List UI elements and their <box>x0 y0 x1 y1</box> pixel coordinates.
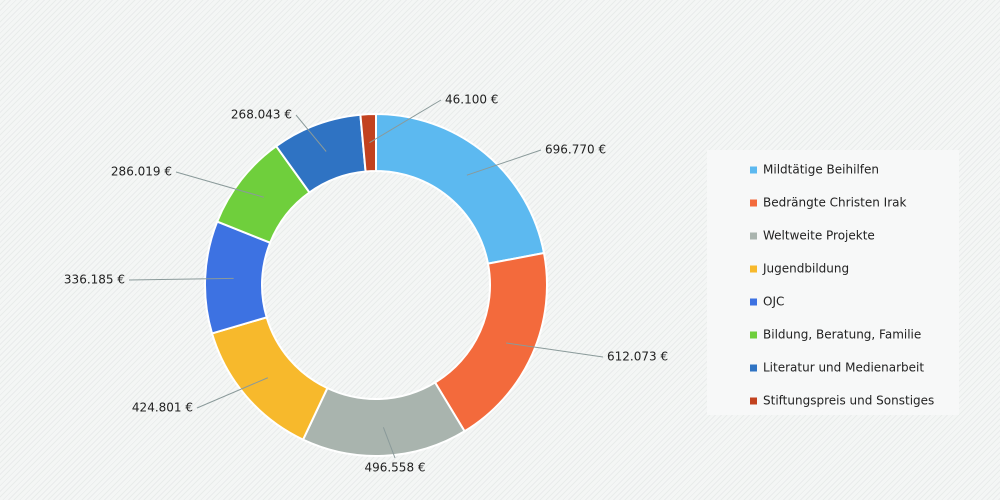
legend-marker <box>750 397 757 405</box>
donut-segment <box>359 112 377 173</box>
legend-marker <box>750 364 757 372</box>
data-label: 424.801 € <box>132 401 193 415</box>
data-label: 286.019 € <box>111 165 172 179</box>
donut-segment <box>210 316 329 441</box>
leader-line <box>369 99 442 144</box>
legend-marker <box>750 331 757 339</box>
legend-label: Bedrängte Christen Irak <box>763 196 906 210</box>
leader-line <box>506 342 604 358</box>
legend-marker <box>750 199 757 207</box>
legend-box <box>707 150 959 415</box>
donut-segment <box>375 112 546 265</box>
legend-label: Mildtätige Beihilfen <box>763 163 879 177</box>
legend-marker <box>750 166 757 174</box>
donut-segment <box>433 251 548 433</box>
legend-label: Literatur und Medienarbeit <box>763 361 924 375</box>
leader-line <box>382 427 396 459</box>
leader-line <box>466 149 542 176</box>
data-label: 696.770 € <box>545 143 606 157</box>
legend-label: OJC <box>763 295 784 309</box>
data-label: 612.073 € <box>607 350 668 364</box>
legend-marker <box>750 232 757 240</box>
data-label: 268.043 € <box>231 108 292 122</box>
legend-marker <box>750 298 757 306</box>
legend-label: Weltweite Projekte <box>763 229 875 243</box>
leader-line <box>128 277 234 281</box>
data-label: 336.185 € <box>64 273 125 287</box>
legend-label: Bildung, Beratung, Familie <box>763 328 921 342</box>
leader-line <box>196 377 268 409</box>
data-label: 46.100 € <box>445 93 498 107</box>
legend-marker <box>750 265 757 273</box>
legend-label: Stiftungspreis und Sonstiges <box>763 394 934 408</box>
data-label: 496.558 € <box>364 461 425 475</box>
legend-label: Jugendbildung <box>762 262 849 276</box>
leader-line <box>175 171 264 198</box>
leader-line <box>295 114 327 152</box>
donut-segment <box>301 381 466 457</box>
